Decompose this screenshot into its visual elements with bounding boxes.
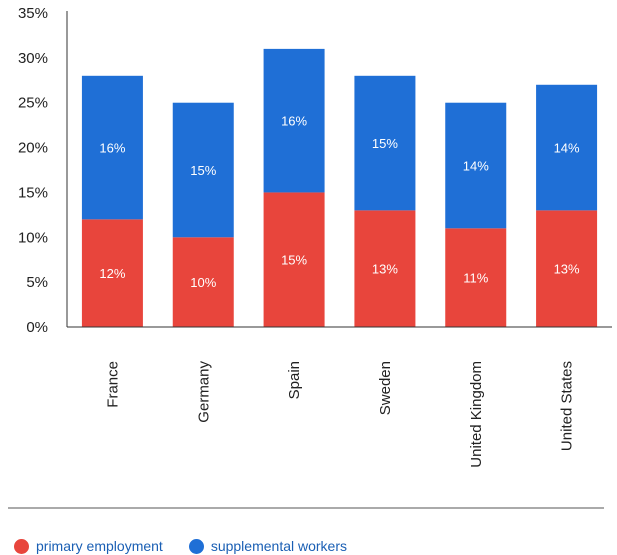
- bar-segment-supplemental: [263, 48, 325, 193]
- x-category-label: United Kingdom: [468, 361, 485, 468]
- bar-segment-primary: [354, 210, 416, 327]
- data-label: 15%: [372, 136, 398, 151]
- legend-item-primary: primary employment: [14, 538, 163, 554]
- data-label: 15%: [190, 163, 216, 178]
- data-label: 13%: [554, 262, 580, 277]
- legend-swatch-supplemental: [188, 538, 204, 554]
- y-tick-label: 15%: [18, 184, 48, 201]
- x-axis: France Germany Spain Sweden United Kingdom Un…: [8, 326, 612, 509]
- x-category-label: Sweden: [377, 361, 394, 415]
- y-tick-label: 0%: [26, 319, 48, 336]
- legend-swatch-primary: [14, 538, 29, 554]
- data-label: 11%: [463, 271, 488, 286]
- legend-label-primary: primary employment: [36, 538, 163, 554]
- x-category-label: Germany: [195, 361, 212, 423]
- legend-item-supplemental: supplemental workers: [188, 538, 347, 554]
- stacked-bar-chart: 0% 5% 10% 15% 20% 25% 30% 35% 12% 16% 10% 15% 15% 16…: [8, 5, 612, 509]
- data-label: 15%: [281, 253, 307, 268]
- bar-segment-primary: [263, 192, 325, 327]
- y-tick-label: 10%: [18, 229, 48, 246]
- bar-segment-supplemental: [445, 102, 507, 229]
- data-label: 14%: [463, 159, 489, 174]
- bar-segment-primary: [536, 210, 598, 327]
- data-label: 12%: [99, 266, 125, 281]
- bar-segment-supplemental: [536, 84, 598, 211]
- bars: 12% 16% 10% 15% 15% 16% 13% 15% 11% 14% 13% 14%: [81, 48, 598, 327]
- bar-segment-supplemental: [81, 75, 143, 220]
- y-tick-label: 35%: [18, 5, 48, 22]
- bar-segment-supplemental: [354, 75, 416, 211]
- y-tick-label: 25%: [18, 95, 48, 112]
- bar-segment-primary: [81, 219, 143, 327]
- data-label: 14%: [554, 141, 580, 156]
- x-category-label: Spain: [286, 361, 303, 399]
- data-label: 16%: [99, 141, 125, 156]
- y-axis: 0% 5% 10% 15% 20% 25% 30% 35%: [18, 5, 68, 336]
- y-tick-label: 20%: [18, 140, 48, 157]
- bar-segment-primary: [172, 237, 234, 327]
- y-tick-label: 30%: [18, 50, 48, 67]
- data-label: 13%: [372, 262, 398, 277]
- legend: primary employment supplemental workers: [14, 538, 373, 554]
- legend-label-supplemental: supplemental workers: [210, 538, 347, 554]
- y-tick-label: 5%: [26, 274, 48, 291]
- x-category-label: France: [104, 361, 121, 408]
- x-category-label: United States: [559, 361, 576, 451]
- data-label: 16%: [281, 114, 307, 129]
- data-label: 10%: [190, 275, 216, 290]
- bar-segment-primary: [445, 228, 507, 327]
- bar-segment-supplemental: [172, 102, 234, 238]
